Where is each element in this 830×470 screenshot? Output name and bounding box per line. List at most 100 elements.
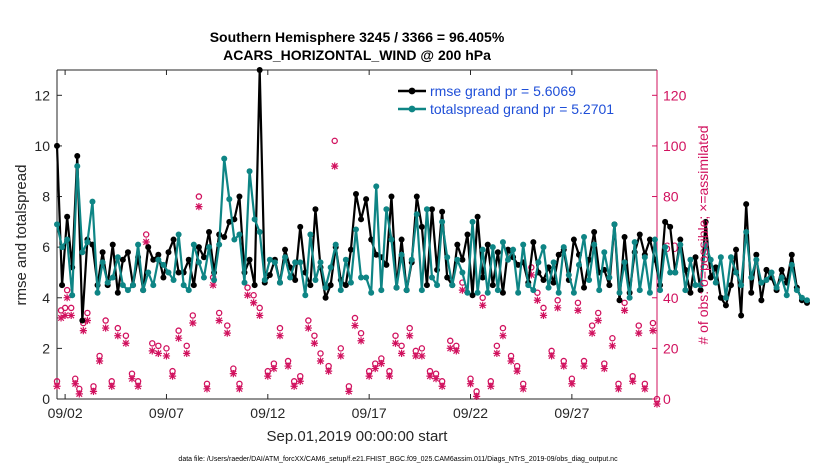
rmse-point <box>646 236 653 243</box>
obs-assimilated-point <box>432 375 440 383</box>
obs-possible-point <box>224 322 231 329</box>
spread-point <box>59 244 66 251</box>
obs-assimilated-point <box>223 329 231 337</box>
spread-point <box>641 254 648 261</box>
spread-point <box>763 277 770 284</box>
rmse-point <box>221 234 228 241</box>
spread-point <box>434 282 441 289</box>
spread-point <box>626 294 633 301</box>
rmse-point <box>702 218 709 225</box>
spread-point <box>727 254 734 261</box>
obs-assimilated-point <box>574 306 582 314</box>
spread-point <box>160 261 167 268</box>
obs-assimilated-point <box>519 385 527 393</box>
spread-point <box>150 282 157 289</box>
spread-point <box>251 216 258 223</box>
y-tick-label: 10 <box>34 138 50 154</box>
spread-point <box>297 259 304 266</box>
obs-assimilated-point <box>418 352 426 360</box>
obs-assimilated-point <box>89 387 98 395</box>
spread-point <box>211 277 218 284</box>
spread-point <box>636 287 643 294</box>
spread-point <box>124 287 131 294</box>
spread-point <box>337 287 344 294</box>
rmse-point <box>124 249 131 256</box>
spread-point <box>307 231 314 238</box>
obs-assimilated-point <box>296 377 304 385</box>
spread-point <box>271 259 278 266</box>
rmse-point <box>160 274 167 281</box>
obs-assimilated-point <box>507 357 515 365</box>
spread-point <box>54 221 60 228</box>
spread-point <box>631 239 638 246</box>
spread-point <box>109 274 116 281</box>
rmse-point <box>712 264 719 271</box>
y-tick-label: 12 <box>34 87 50 103</box>
y-tick-label: 2 <box>42 340 50 356</box>
spread-point <box>332 241 339 248</box>
spread-point <box>682 287 689 294</box>
rmse-point <box>555 251 562 258</box>
spread-point <box>200 274 207 281</box>
spread-point <box>560 244 567 251</box>
obs-possible-point <box>67 304 75 312</box>
spread-point <box>677 241 684 248</box>
spread-point <box>738 282 745 289</box>
spread-point <box>378 287 385 294</box>
y-tick-label: 0 <box>42 391 50 407</box>
spread-point <box>793 287 800 294</box>
spread-point <box>570 289 577 296</box>
spread-point <box>586 277 593 284</box>
obs-possible-point <box>493 342 501 350</box>
obs-assimilated-point <box>215 316 223 325</box>
obs-assimilated-point <box>95 357 104 365</box>
spread-point <box>94 289 101 296</box>
spread-point <box>540 244 547 251</box>
x-tick-label: 09/12 <box>250 405 285 421</box>
obs-assimilated-point <box>250 299 258 307</box>
rmse-point <box>550 279 557 286</box>
spread-point <box>449 282 456 289</box>
obs-assimilated-point <box>122 339 130 347</box>
obs-possible-point <box>84 309 91 317</box>
obs-assimilated-point <box>102 324 110 332</box>
obs-assimilated-point <box>270 364 278 373</box>
spread-point <box>261 277 268 284</box>
spread-point <box>408 256 415 263</box>
spread-point <box>327 264 334 271</box>
obs-possible-point <box>479 294 486 302</box>
obs-assimilated-point <box>67 311 75 320</box>
rmse-point <box>79 317 86 324</box>
rmse-point <box>697 287 704 294</box>
rmse-point <box>687 289 694 296</box>
obs-assimilated-point <box>63 294 71 302</box>
spread-point <box>439 218 446 225</box>
spread-point <box>702 241 709 248</box>
rmse-point <box>150 256 157 263</box>
legend: rmse grand pr = 5.6069 totalspread grand … <box>398 83 614 117</box>
obs-possible-point <box>406 324 413 332</box>
obs-assimilated-point <box>316 357 325 365</box>
rmse-point <box>119 256 126 263</box>
obs-assimilated-point <box>209 281 217 289</box>
spread-point <box>616 289 623 296</box>
spread-point <box>347 279 354 286</box>
spread-point <box>479 246 486 253</box>
obs-possible-point <box>540 304 547 312</box>
obs-assimilated-point <box>189 319 197 327</box>
x-tick-label: 09/27 <box>554 405 589 421</box>
obs-assimilated-point <box>629 377 637 385</box>
obs-possible-point <box>635 322 643 329</box>
rmse-point <box>733 246 740 253</box>
spread-point <box>287 274 294 281</box>
spread-point <box>170 277 177 284</box>
rmse-point <box>347 246 354 253</box>
y-tick-label: 6 <box>42 239 50 255</box>
rmse-point <box>707 274 714 281</box>
spread-point <box>104 279 111 286</box>
spread-point <box>99 259 106 266</box>
rmse-point <box>195 244 202 251</box>
obs-assimilated-point <box>493 349 501 357</box>
obs-possible-point <box>122 332 130 339</box>
rmse-point <box>677 236 684 243</box>
